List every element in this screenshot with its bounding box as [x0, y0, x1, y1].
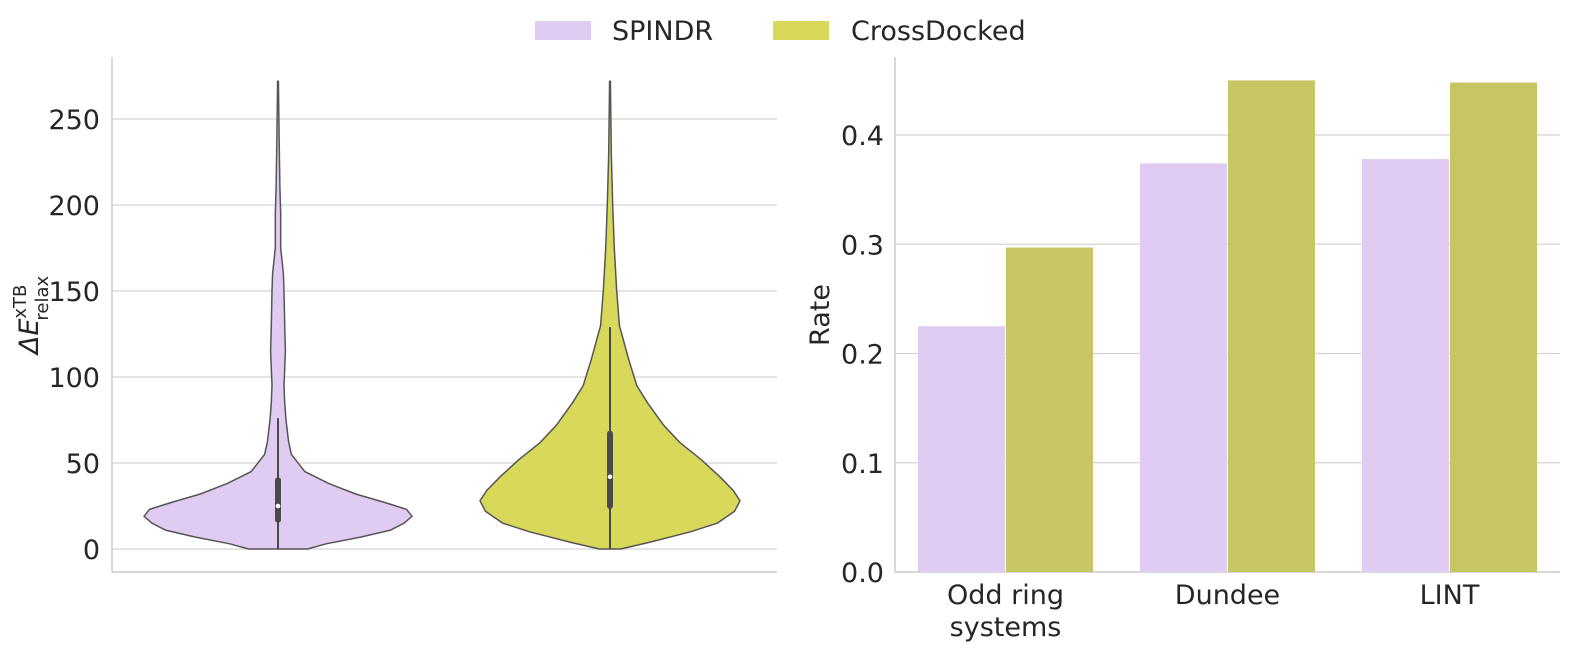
bar-gridlines [895, 134, 1560, 464]
bar-spindr-lint [1362, 159, 1449, 572]
violin-panel: 0 50 100 150 200 250 ΔExTBrelax [10, 57, 777, 573]
bar-category-label-line: Odd ring [947, 580, 1064, 611]
bar-y-tick-label: 0.0 [841, 558, 884, 589]
ylabel-sub: relax [32, 276, 53, 321]
violin-y-tick-label: 100 [48, 363, 100, 394]
violin-y-tick-label: 0 [83, 535, 100, 566]
bar-y-tick-label: 0.4 [841, 121, 884, 152]
bar-category-label: LINT [1420, 580, 1480, 611]
violin-y-tick-label: 250 [48, 105, 100, 136]
bar-category-label-line: LINT [1420, 580, 1480, 611]
bar-category-label-line: Dundee [1175, 580, 1280, 611]
bar-y-axis-label: Rate [805, 284, 836, 346]
violin-median-marker [607, 474, 613, 480]
bar-category-label-line: systems [950, 612, 1062, 643]
bar-category-labels: Odd ring systems Dundee LINT [947, 580, 1480, 643]
legend-label-crossdocked: CrossDocked [851, 16, 1026, 47]
violin-y-ticks: 0 50 100 150 200 250 [48, 105, 100, 566]
violin-y-axis-label: ΔExTBrelax [10, 276, 53, 357]
violin-y-tick-label: 200 [48, 191, 100, 222]
violin-y-tick-label: 150 [48, 277, 100, 308]
legend: SPINDR CrossDocked [535, 16, 1026, 47]
legend-swatch-crossdocked [773, 21, 829, 40]
violin-median-marker [275, 503, 281, 509]
violin-body-crossdocked [479, 80, 741, 550]
bar-category-label: Dundee [1175, 580, 1280, 611]
legend-label-spindr: SPINDR [612, 16, 713, 47]
bar-crossdocked-lint [1450, 82, 1537, 572]
bar-panel: 0.0 0.1 0.2 0.3 0.4 Odd ring systems Dundee LIN… [805, 57, 1560, 643]
bar-y-tick-label: 0.1 [841, 449, 884, 480]
violin-bodies [143, 80, 741, 550]
violin-gridlines [112, 118, 777, 550]
bar-crossdocked-odd-ring-systems [1006, 247, 1093, 572]
bar-category-label: Odd ring systems [947, 580, 1064, 643]
ylabel-base: ΔE [14, 319, 45, 357]
bar-marks [918, 80, 1537, 572]
bar-y-tick-label: 0.2 [841, 340, 884, 371]
violin-body-spindr [143, 80, 413, 550]
bar-y-ticks: 0.0 0.1 0.2 0.3 0.4 [841, 121, 884, 589]
legend-swatch-spindr [535, 21, 591, 40]
bar-spindr-odd-ring-systems [918, 326, 1005, 572]
ylabel-sup: xTB [10, 285, 31, 319]
bar-crossdocked-dundee [1228, 80, 1315, 572]
violin-y-tick-label: 50 [66, 449, 100, 480]
bar-spindr-dundee [1140, 163, 1227, 572]
bar-y-tick-label: 0.3 [841, 230, 884, 261]
